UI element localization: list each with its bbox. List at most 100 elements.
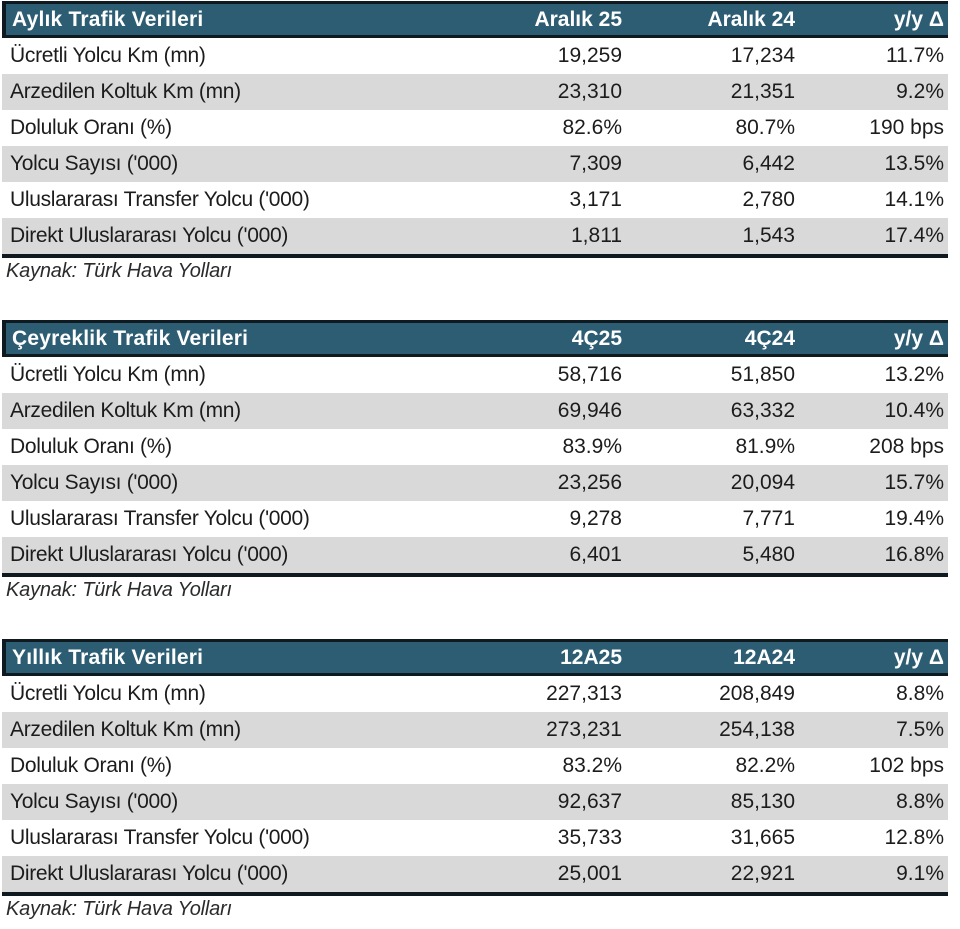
- table-body: Ücretli Yolcu Km (mn) 227,313 208,849 8.8% A…: [2, 676, 948, 896]
- row-value: 21,351: [730, 80, 795, 103]
- row-label: Ücretli Yolcu Km (mn): [10, 682, 206, 705]
- table-title: Çeyreklik Trafik Verileri: [12, 326, 249, 350]
- row-label: Uluslararası Transfer Yolcu ('000): [10, 188, 310, 211]
- row-value: 19.4%: [884, 507, 944, 530]
- column-header-current-period: 4Ç25: [571, 326, 622, 350]
- row-value: 8.8%: [896, 682, 944, 705]
- row-value: 6,401: [569, 543, 622, 566]
- table-row: Yolcu Sayısı ('000) 7,309 6,442 13.5%: [2, 146, 948, 182]
- table-row: Arzedilen Koltuk Km (mn) 23,310 21,351 9.2%: [2, 74, 948, 110]
- row-value: 82.6%: [562, 116, 622, 139]
- row-label: Arzedilen Koltuk Km (mn): [10, 80, 241, 103]
- table-row: Direkt Uluslararası Yolcu ('000) 1,811 1,5…: [2, 218, 948, 254]
- source-note: Kaynak: Türk Hava Yolları: [6, 579, 232, 601]
- column-header-current-period: 12A25: [560, 645, 622, 669]
- row-label: Yolcu Sayısı ('000): [10, 790, 178, 813]
- row-value: 63,332: [730, 399, 795, 422]
- row-label: Arzedilen Koltuk Km (mn): [10, 718, 241, 741]
- row-label: Uluslararası Transfer Yolcu ('000): [10, 507, 310, 530]
- row-value: 3,171: [569, 188, 622, 211]
- table-header-row: Çeyreklik Trafik Verileri 4Ç25 4Ç24 y/y …: [2, 320, 948, 357]
- row-value: 10.4%: [884, 399, 944, 422]
- row-value: 83.9%: [562, 435, 622, 458]
- row-label: Doluluk Oranı (%): [10, 116, 172, 139]
- row-label: Arzedilen Koltuk Km (mn): [10, 399, 241, 422]
- row-value: 16.8%: [884, 543, 944, 566]
- column-header-yoy-delta: y/y Δ: [893, 7, 944, 31]
- table-title: Aylık Trafik Verileri: [12, 7, 204, 31]
- row-value: 5,480: [742, 543, 795, 566]
- row-value: 82.2%: [735, 754, 795, 777]
- table-title: Yıllık Trafik Verileri: [12, 645, 204, 669]
- table-row: Ücretli Yolcu Km (mn) 19,259 17,234 11.7%: [2, 38, 948, 74]
- row-label: Ücretli Yolcu Km (mn): [10, 363, 206, 386]
- row-value: 7,771: [742, 507, 795, 530]
- row-label: Doluluk Oranı (%): [10, 754, 172, 777]
- row-label: Yolcu Sayısı ('000): [10, 152, 178, 175]
- table-row: Arzedilen Koltuk Km (mn) 273,231 254,138 7.…: [2, 712, 948, 748]
- row-label: Yolcu Sayısı ('000): [10, 471, 178, 494]
- row-value: 17,234: [730, 44, 795, 67]
- row-label: Direkt Uluslararası Yolcu ('000): [10, 224, 289, 247]
- table-body: Ücretli Yolcu Km (mn) 58,716 51,850 13.2% Ar…: [2, 357, 948, 577]
- row-value: 23,310: [557, 80, 622, 103]
- table-row: Uluslararası Transfer Yolcu ('000) 9,278 7…: [2, 501, 948, 537]
- row-value: 25,001: [557, 862, 622, 885]
- row-value: 9.1%: [896, 862, 944, 885]
- row-value: 2,780: [742, 188, 795, 211]
- row-value: 190 bps: [869, 116, 944, 139]
- column-header-prior-period: 4Ç24: [744, 326, 795, 350]
- row-value: 273,231: [546, 718, 622, 741]
- row-value: 69,946: [557, 399, 622, 422]
- row-value: 51,850: [730, 363, 795, 386]
- row-value: 8.8%: [896, 790, 944, 813]
- row-label: Uluslararası Transfer Yolcu ('000): [10, 826, 310, 849]
- table-row: Doluluk Oranı (%) 82.6% 80.7% 190 bps: [2, 110, 948, 146]
- column-header-yoy-delta: y/y Δ: [893, 326, 944, 350]
- table-header-row: Aylık Trafik Verileri Aralık 25 Aralık 2…: [2, 1, 948, 38]
- traffic-data-table: Çeyreklik Trafik Verileri 4Ç25 4Ç24 y/y …: [2, 320, 948, 606]
- row-value: 58,716: [557, 363, 622, 386]
- row-value: 9.2%: [896, 80, 944, 103]
- table-body: Ücretli Yolcu Km (mn) 19,259 17,234 11.7% Ar…: [2, 38, 948, 258]
- source-note: Kaynak: Türk Hava Yolları: [6, 898, 232, 920]
- row-value: 20,094: [730, 471, 795, 494]
- row-value: 83.2%: [562, 754, 622, 777]
- row-value: 7,309: [569, 152, 622, 175]
- table-row: Yolcu Sayısı ('000) 23,256 20,094 15.7%: [2, 465, 948, 501]
- row-value: 85,130: [730, 790, 795, 813]
- row-value: 92,637: [557, 790, 622, 813]
- table-row: Ücretli Yolcu Km (mn) 58,716 51,850 13.2%: [2, 357, 948, 393]
- column-header-yoy-delta: y/y Δ: [893, 645, 944, 669]
- row-value: 12.8%: [884, 826, 944, 849]
- row-value: 208 bps: [869, 435, 944, 458]
- row-value: 1,543: [742, 224, 795, 247]
- row-value: 81.9%: [735, 435, 795, 458]
- row-value: 19,259: [557, 44, 622, 67]
- row-value: 227,313: [546, 682, 622, 705]
- row-value: 15.7%: [884, 471, 944, 494]
- row-value: 13.5%: [884, 152, 944, 175]
- column-header-prior-period: Aralık 24: [707, 7, 795, 31]
- row-value: 102 bps: [869, 754, 944, 777]
- table-header-row: Yıllık Trafik Verileri 12A25 12A24 y/y Δ: [2, 639, 948, 676]
- row-value: 22,921: [730, 862, 795, 885]
- table-row: Uluslararası Transfer Yolcu ('000) 3,171 2…: [2, 182, 948, 218]
- traffic-data-table: Aylık Trafik Verileri Aralık 25 Aralık 2…: [2, 1, 948, 287]
- row-value: 31,665: [730, 826, 795, 849]
- row-label: Ücretli Yolcu Km (mn): [10, 44, 206, 67]
- row-value: 13.2%: [884, 363, 944, 386]
- row-value: 17.4%: [884, 224, 944, 247]
- source-note: Kaynak: Türk Hava Yolları: [6, 260, 232, 282]
- table-row: Yolcu Sayısı ('000) 92,637 85,130 8.8%: [2, 784, 948, 820]
- row-value: 14.1%: [884, 188, 944, 211]
- row-value: 6,442: [742, 152, 795, 175]
- row-label: Direkt Uluslararası Yolcu ('000): [10, 543, 289, 566]
- row-value: 208,849: [719, 682, 795, 705]
- row-value: 11.7%: [886, 44, 944, 67]
- row-value: 80.7%: [735, 116, 795, 139]
- row-label: Doluluk Oranı (%): [10, 435, 172, 458]
- column-header-current-period: Aralık 25: [534, 7, 622, 31]
